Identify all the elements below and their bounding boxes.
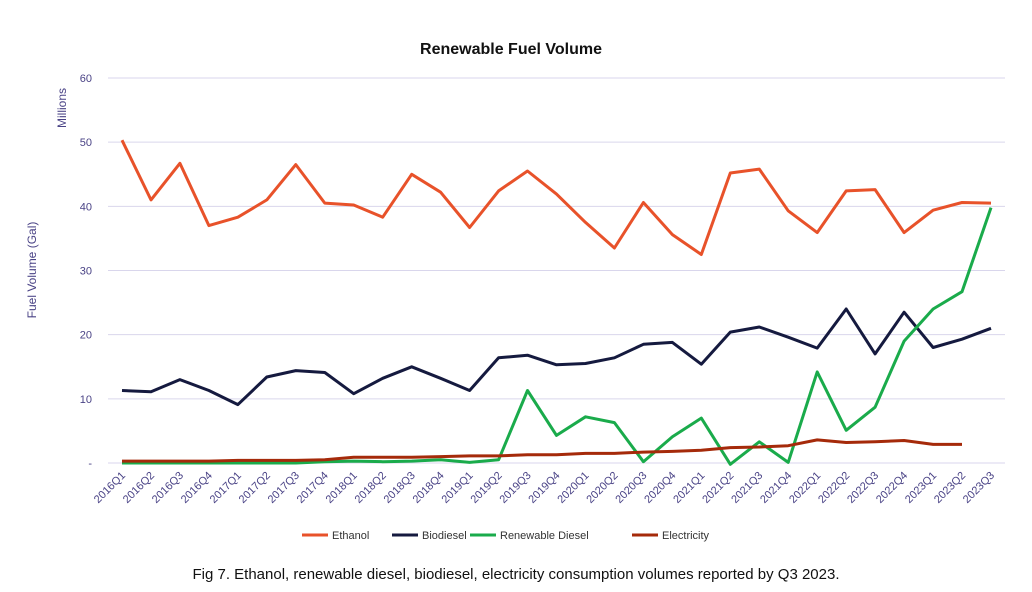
legend-label: Renewable Diesel xyxy=(500,530,589,542)
series-line-biodiesel xyxy=(121,307,992,407)
y-tick-label: 20 xyxy=(80,330,92,342)
y-tick-label: 30 xyxy=(80,266,92,278)
legend-label: Biodiesel xyxy=(422,530,467,542)
figure-caption: Fig 7. Ethanol, renewable diesel, biodie… xyxy=(192,566,839,583)
y-tick-label: 50 xyxy=(80,137,92,149)
y-axis-label: Fuel Volume (Gal) xyxy=(25,222,39,319)
x-tick-label: 2023Q3 xyxy=(961,470,997,506)
series-line-renewable-diesel xyxy=(122,207,993,466)
y-tick-label: - xyxy=(88,458,92,470)
legend-label: Electricity xyxy=(662,530,710,542)
series-line-ethanol xyxy=(120,139,992,256)
series-line-electricity xyxy=(122,438,962,463)
y-tick-label: 10 xyxy=(80,394,92,406)
y-tick-label: 60 xyxy=(80,73,92,85)
chart-title: Renewable Fuel Volume xyxy=(420,41,602,58)
y-tick-label: 40 xyxy=(80,201,92,213)
legend-label: Ethanol xyxy=(332,530,369,542)
y-axis-unit: Millions xyxy=(55,88,69,128)
